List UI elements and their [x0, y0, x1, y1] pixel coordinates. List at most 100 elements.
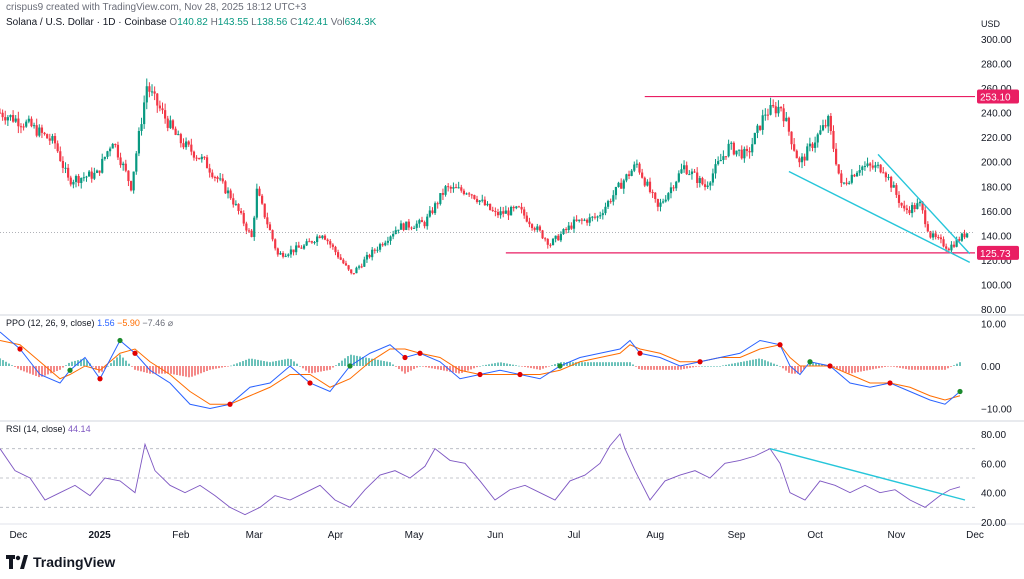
ppo-histogram-bar: [917, 366, 919, 370]
candle-body: [900, 202, 903, 206]
time-tick-label: Dec: [9, 530, 27, 541]
candle-body: [499, 211, 502, 216]
candle-body: [399, 223, 403, 230]
ppo-histogram-bar: [818, 363, 820, 366]
candle-body: [648, 181, 652, 193]
candle-body: [192, 151, 196, 158]
ppo-histogram-bar: [569, 362, 571, 366]
candle-body: [593, 216, 597, 218]
rsi-tick-label: 60.00: [981, 459, 1006, 470]
candle-body: [706, 185, 709, 188]
candle-body: [98, 170, 101, 173]
candle-body: [779, 106, 783, 109]
ppo-crossover-marker: [887, 380, 893, 386]
ppo-histogram-bar: [98, 366, 100, 373]
ppo-histogram-bar: [5, 361, 7, 366]
candle-body: [966, 233, 969, 238]
price-tick-label: 100.00: [981, 280, 1012, 291]
candle-body: [454, 187, 458, 189]
ppo-histogram-bar: [179, 366, 181, 376]
ppo-histogram-bar: [197, 366, 199, 375]
candle-body: [761, 115, 764, 130]
candle-body: [475, 198, 479, 202]
ppo-histogram-bar: [518, 365, 520, 367]
candle-body: [337, 252, 340, 258]
candle-body: [743, 148, 746, 159]
ppo-histogram-bar: [107, 366, 109, 367]
candle-body: [785, 117, 788, 122]
ppo-histogram-bar: [194, 366, 196, 376]
ppo-histogram-bar: [524, 366, 526, 367]
low-value: 138.56: [256, 17, 288, 28]
ppo-histogram-bar: [170, 366, 172, 374]
ppo-histogram-bar: [788, 366, 790, 373]
candle-body: [363, 259, 366, 267]
ppo-histogram-bar: [941, 366, 943, 370]
candle-body: [308, 241, 311, 243]
ppo-histogram-bar: [347, 356, 349, 366]
candle-body: [690, 171, 694, 175]
candle-body: [326, 239, 329, 242]
ppo-histogram-bar: [890, 366, 892, 367]
volume-value: 634.3K: [344, 17, 377, 28]
candle-body: [575, 219, 578, 221]
ppo-histogram-bar: [509, 364, 511, 366]
level-price-label: 125.73: [980, 249, 1011, 260]
ppo-histogram-bar: [443, 366, 445, 371]
time-tick-label: May: [405, 530, 424, 541]
ppo-histogram-bar: [548, 366, 550, 367]
candle-body: [544, 238, 547, 240]
candle-body: [240, 210, 243, 214]
ppo-histogram-bar: [23, 366, 25, 372]
candle-body: [200, 156, 203, 160]
candle-body: [748, 150, 751, 153]
ppo-histogram-bar: [323, 366, 325, 371]
candle-body: [523, 209, 526, 216]
candle-body: [751, 144, 754, 153]
ppo-histogram-bar: [317, 366, 319, 373]
candle-body: [481, 199, 484, 201]
close-label: C: [290, 17, 298, 28]
ppo-histogram-bar: [215, 366, 217, 369]
ppo-crossover-marker: [132, 350, 138, 356]
ppo-histogram-bar: [230, 365, 232, 367]
candles: [0, 78, 969, 275]
ppo-histogram-bar: [404, 366, 406, 374]
candle-body: [35, 125, 38, 136]
ppo-histogram-bar: [647, 366, 649, 370]
ppo-histogram-bar: [41, 366, 43, 377]
ppo-histogram-bar: [260, 360, 262, 366]
ppo-histogram-bar: [923, 366, 925, 370]
candle-body: [693, 171, 696, 173]
ppo-histogram-bar: [371, 358, 373, 366]
ppo-histogram-bar: [761, 359, 763, 366]
ppo-value: 1.56: [97, 318, 115, 328]
candle-body: [641, 172, 644, 178]
ppo-histogram-bar: [911, 366, 913, 370]
candle-body: [926, 224, 929, 232]
ppo-histogram-bar: [878, 366, 880, 369]
ppo-histogram-bar: [431, 366, 433, 369]
ppo-histogram-bar: [623, 362, 625, 366]
ppo-histogram-bar: [128, 363, 130, 366]
candle-body: [378, 244, 382, 250]
rsi-tick-label: 80.00: [981, 430, 1006, 441]
ppo-histogram-bar: [419, 366, 421, 367]
price-tick-label: 140.00: [981, 231, 1012, 242]
candle-body: [402, 223, 405, 230]
ppo-histogram-bar: [254, 359, 256, 366]
candle-body: [226, 190, 230, 194]
candle-body: [368, 254, 371, 258]
candle-body: [418, 220, 421, 224]
ppo-histogram-bar: [512, 364, 514, 366]
candle-body: [680, 169, 683, 174]
ppo-histogram-bar: [185, 366, 187, 377]
candle-body: [546, 239, 549, 245]
ppo-histogram-bar: [716, 366, 718, 367]
ppo-histogram-bar: [902, 366, 904, 369]
ppo-histogram-bar: [554, 364, 556, 366]
ppo-histogram-bar: [575, 362, 577, 366]
ppo-extra: ⌀: [167, 318, 174, 328]
ppo-histogram-bar: [167, 366, 169, 374]
